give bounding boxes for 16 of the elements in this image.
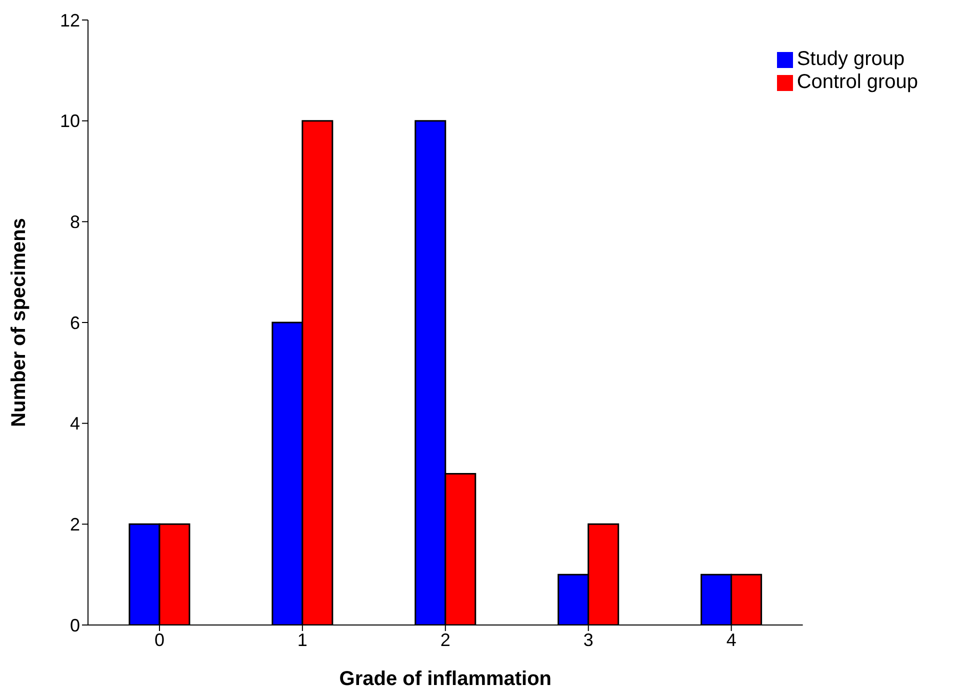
y-tick-label: 12	[60, 10, 80, 30]
x-tick-label: 0	[154, 630, 164, 650]
legend-label: Study group	[796, 48, 905, 70]
y-tick-label: 8	[70, 212, 80, 232]
y-axis-title: Number of specimens	[8, 218, 30, 427]
x-tick-label: 1	[297, 630, 308, 650]
x-axis-title: Grade of inflammation	[339, 668, 552, 690]
x-tick-label: 3	[583, 630, 594, 650]
y-tick-label: 10	[60, 111, 80, 132]
legend-label: Control group	[796, 71, 918, 93]
x-tick-label: 4	[726, 630, 736, 650]
y-tick-label: 0	[70, 615, 80, 636]
y-tick-label: 4	[70, 414, 80, 434]
x-tick-label: 2	[440, 630, 450, 650]
y-tick-label: 6	[70, 312, 80, 333]
y-tick-label: 2	[70, 514, 80, 535]
